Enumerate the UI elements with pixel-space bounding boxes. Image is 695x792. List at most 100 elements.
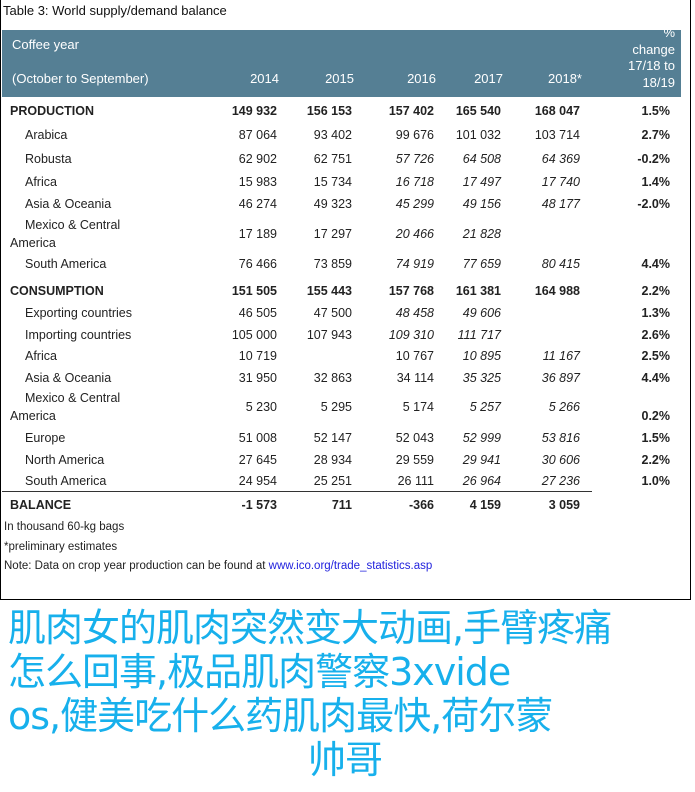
cell-pct-change: -0.2% [637,152,670,166]
cell-value: 87 064 [238,128,277,142]
cell-value: 15 983 [238,175,277,189]
cell-value: 52 043 [395,431,434,445]
cell-value: 29 941 [462,453,501,467]
cell-value: 165 540 [455,104,501,118]
cell-value: 157 768 [388,284,434,298]
header-pct-change: % change 17/18 to 18/19 [628,25,675,91]
cell-value: 109 310 [388,328,434,342]
row-label: Africa [25,175,57,189]
cell-value: 27 645 [238,453,277,467]
overlay-text-line: 肌肉女的肌肉突然变大动画,手臂疼痛 [8,606,612,650]
cell-value: 46 505 [238,306,277,320]
cell-value: 156 153 [306,104,352,118]
row-label-cont: America [10,236,56,250]
row-label: Africa [25,349,57,363]
row-label: CONSUMPTION [10,284,104,298]
cell-value: 34 114 [396,371,434,385]
cell-value: 711 [331,498,352,512]
header-coffee-year: Coffee year [12,37,79,52]
cell-value: 3 059 [548,498,580,512]
cell-value: 28 934 [313,453,352,467]
overlay-text-line: 帅哥 [308,738,383,782]
cell-value: 5 230 [245,400,277,414]
cell-value: 107 943 [306,328,352,342]
cell-value: 29 559 [395,453,434,467]
cell-value: 31 950 [238,371,277,385]
cell-value: 5 257 [469,400,501,414]
cell-pct-change: 4.4% [641,371,671,385]
overlay-text: 肌肉女的肌肉突然变大动画,手臂疼痛 怎么回事,极品肌肉警察3xvide os,健美吃… [8,606,688,790]
cell-value: 155 443 [306,284,352,298]
cell-value: 51 008 [238,431,277,445]
table-header: Coffee year (October to September) 2014 2… [2,25,681,97]
header-pct-line: 17/18 to [628,58,675,73]
cell-value: 62 751 [313,152,352,166]
cell-value: 64 369 [541,152,580,166]
row-label: BALANCE [10,498,72,512]
cell-value: 24 954 [238,474,277,488]
cell-value: 74 919 [395,257,434,271]
cell-value: 76 466 [238,257,277,271]
cell-value: 27 236 [541,474,580,488]
row-label: Importing countries [25,328,132,342]
cell-value: 62 902 [238,152,277,166]
cell-value: 57 726 [395,152,434,166]
cell-value: 11 167 [542,349,580,363]
row-label: Exporting countries [25,306,133,320]
cell-value: 35 325 [462,371,501,385]
overlay-text-line: os,健美吃什么药肌肉最快,荷尔蒙 [8,694,553,738]
note-text: Note: Data on crop year production can b… [4,560,269,572]
row-label: Mexico & Central [25,391,121,405]
cell-pct-change: 2.5% [641,349,671,363]
cell-value: 101 032 [455,128,501,142]
cell-value: 53 816 [541,431,580,445]
table-title: Table 3: World supply/demand balance [3,3,227,18]
cell-value: 45 299 [395,197,434,211]
cell-pct-change: 2.6% [641,328,671,342]
footnote-note: Note: Data on crop year production can b… [4,560,432,572]
header-year: 2015 [325,71,354,86]
cell-value: 93 402 [313,128,352,142]
cell-pct-change: 2.2% [641,284,671,298]
overlay-text-line: 怎么回事,极品肌肉警察3xvide [8,650,511,694]
cell-value: 49 156 [462,197,501,211]
cell-pct-change: -2.0% [637,197,670,211]
cell-value: 105 000 [231,328,277,342]
cell-pct-change: 1.0% [641,474,671,488]
cell-value: 26 964 [462,474,501,488]
cell-value: 46 274 [238,197,277,211]
header-year: 2016 [407,71,436,86]
header-period: (October to September) [12,71,149,86]
row-label: South America [25,474,107,488]
row-label: Europe [25,431,66,445]
cell-pct-change: 2.7% [641,128,671,142]
cell-value: 80 415 [541,257,580,271]
cell-value: 103 714 [534,128,580,142]
header-year: 2018* [548,71,582,86]
cell-value: -366 [408,498,434,512]
cell-pct-change: 1.4% [641,175,671,189]
cell-value: 16 718 [395,175,434,189]
cell-value: 5 174 [402,400,434,414]
header-pct-line: 18/19 [642,74,675,90]
cell-value: 161 381 [455,284,501,298]
ico-link[interactable]: www.ico.org/trade_statistics.asp [268,560,433,572]
cell-value: 15 734 [313,175,352,189]
header-year: 2014 [250,71,279,86]
cell-value: 21 828 [462,227,501,241]
row-label: Robusta [25,152,72,166]
row-label-cont: America [10,409,56,423]
footnote-units: In thousand 60-kg bags [4,521,125,533]
cell-value: 64 508 [462,152,501,166]
cell-pct-change: 0.2% [641,409,671,423]
cell-value: 5 295 [320,400,352,414]
header-year: 2017 [474,71,503,86]
row-label: North America [25,453,105,467]
cell-value: 17 189 [238,227,277,241]
cell-pct-change: 1.5% [641,104,671,118]
cell-value: 73 859 [313,257,352,271]
cell-value: 26 111 [397,474,434,488]
cell-value: 52 999 [462,431,501,445]
table-frame [0,0,691,600]
balance-divider [2,491,592,492]
